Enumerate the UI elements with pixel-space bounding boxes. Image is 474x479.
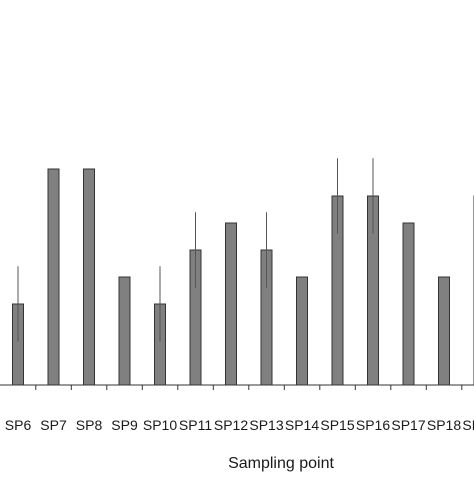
bar-sp14 [297,277,308,385]
x-tick-label-sp13: SP13 [249,417,283,433]
x-tick-label-sp15: SP15 [320,417,354,433]
x-axis-title: Sampling point [228,455,334,472]
bar-sp8 [84,169,95,385]
bar-sp9 [119,277,130,385]
x-tick-label-sp12: SP12 [214,417,248,433]
x-tick-label-sp9: SP9 [111,417,138,433]
bar-sp18 [439,277,450,385]
x-tick-label-sp19: SP19 [462,417,474,433]
x-tick-label-sp6: SP6 [5,417,32,433]
x-tick-label-sp18: SP18 [427,417,461,433]
x-tick-label-sp16: SP16 [356,417,390,433]
x-tick-label-sp14: SP14 [285,417,319,433]
bar-sp7 [48,169,59,385]
x-ticks-layer [36,385,462,390]
x-tick-label-sp11: SP11 [179,417,212,433]
x-tick-label-sp17: SP17 [391,417,425,433]
bars-layer [13,169,474,385]
x-tick-label-sp10: SP10 [143,417,177,433]
x-tick-label-sp8: SP8 [76,417,103,433]
bar-sp17 [403,223,414,385]
x-tick-label-sp7: SP7 [40,417,67,433]
bar-sp12 [226,223,237,385]
